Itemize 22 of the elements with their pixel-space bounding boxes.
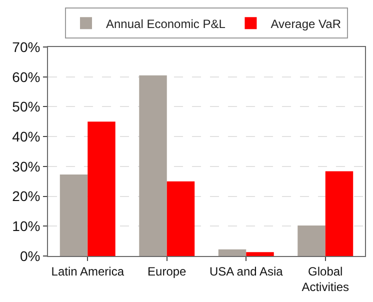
y-tick-label: 0% — [20, 248, 40, 264]
y-tick-label: 60% — [12, 68, 40, 85]
bar — [88, 122, 116, 256]
y-tick-label: 40% — [12, 128, 40, 144]
legend-label: Average VaR — [270, 16, 342, 31]
x-tick-label: USA and Asia — [209, 264, 284, 278]
legend-label: Annual Economic P&L — [106, 16, 226, 31]
x-tick-label: Global Activities — [302, 264, 350, 294]
bar — [60, 174, 88, 256]
bar — [325, 171, 354, 256]
bar — [166, 181, 195, 256]
y-tick-label: 10% — [12, 218, 40, 234]
bar — [298, 226, 326, 256]
y-tick-label: 30% — [12, 158, 40, 174]
x-tick-label: Europe — [148, 264, 187, 278]
y-tick-label: 50% — [12, 98, 40, 115]
y-tick-label: 20% — [12, 188, 40, 204]
bar — [139, 75, 167, 256]
bar — [246, 252, 274, 256]
x-tick-label: Latin America — [51, 264, 124, 278]
y-tick-label: 70% — [12, 38, 40, 55]
bar — [218, 249, 246, 256]
